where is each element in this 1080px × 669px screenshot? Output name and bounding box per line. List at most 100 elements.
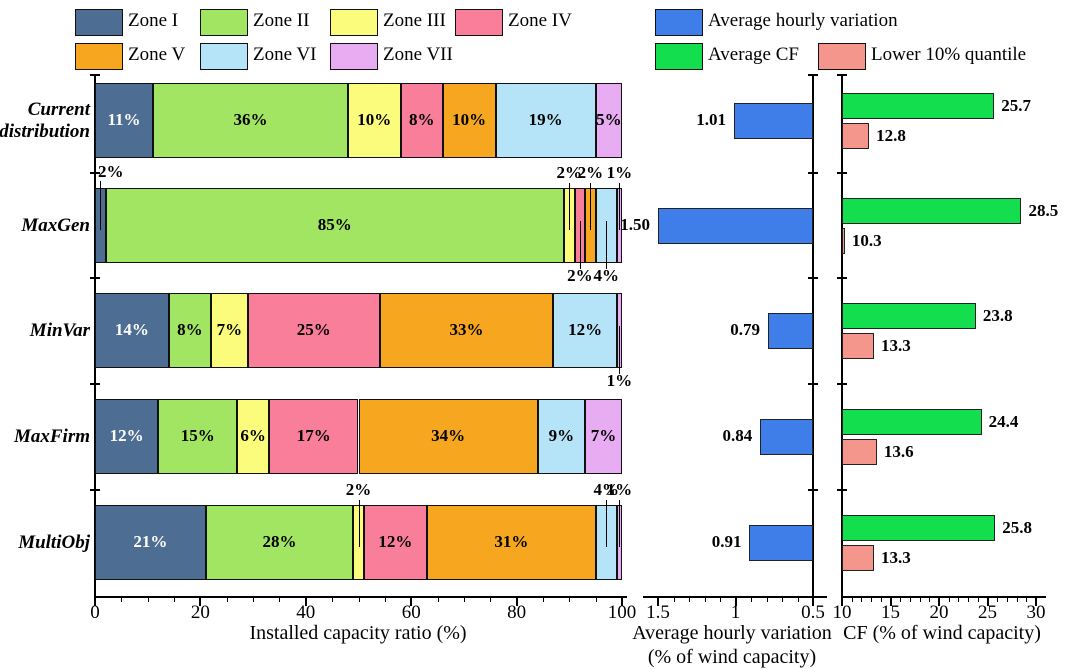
segment-label: 1% bbox=[606, 163, 633, 182]
axis-tick bbox=[837, 172, 847, 174]
segment-label: 34% bbox=[431, 425, 466, 445]
bar-lower10 bbox=[842, 544, 874, 571]
legend-label-zone-1: Zone I bbox=[128, 10, 179, 31]
segment-label: 14% bbox=[114, 319, 149, 339]
stacked-segment-zone-VI bbox=[537, 399, 586, 474]
axis-tick-label: 25 bbox=[978, 602, 997, 623]
axis-tick-minor bbox=[851, 597, 853, 602]
legend-label-metric-3: Lower 10% quantile bbox=[871, 44, 1027, 65]
row-label-5: MultiObj bbox=[18, 531, 90, 553]
axis-tick-major bbox=[938, 597, 940, 606]
segment-label: 8% bbox=[408, 109, 435, 129]
axis-tick bbox=[837, 489, 847, 491]
segment-label: 1% bbox=[606, 371, 633, 390]
segment-label: 7% bbox=[590, 425, 617, 445]
legend-swatch-metric-1 bbox=[655, 9, 703, 36]
axis-tick-minor bbox=[929, 597, 931, 602]
bar-value-hourly-variation: 0.91 bbox=[711, 531, 742, 551]
legend-swatch-zone-1 bbox=[75, 9, 123, 36]
axis-tick-minor bbox=[384, 597, 386, 602]
segment-label: 21% bbox=[133, 531, 168, 551]
axis-tick-label: 60 bbox=[401, 602, 421, 623]
axis-tick-label: 20 bbox=[929, 602, 949, 623]
row-label-2: MaxGen bbox=[21, 214, 90, 236]
axis-tick-minor bbox=[766, 597, 768, 602]
bar-lower10 bbox=[842, 332, 874, 359]
axis-tick-minor bbox=[997, 597, 999, 602]
stacked-segment-zone-V bbox=[358, 399, 538, 474]
axis-tick bbox=[837, 277, 847, 279]
bar-lower10 bbox=[842, 227, 845, 254]
bar-value-lower10: 13.6 bbox=[883, 441, 914, 461]
axis-tick-minor bbox=[595, 597, 597, 602]
axis-tick-minor bbox=[226, 597, 228, 602]
stacked-segment-zone-II bbox=[205, 505, 354, 580]
axis-tick-label: 20 bbox=[190, 602, 210, 623]
axis-tick-minor bbox=[358, 597, 360, 602]
axis-tick-major bbox=[657, 597, 659, 606]
segment-label: 1% bbox=[606, 480, 633, 499]
segment-label: 12% bbox=[568, 319, 603, 339]
axis-tick bbox=[90, 74, 100, 76]
bar-hourly-variation bbox=[658, 207, 813, 244]
axis-tick-minor bbox=[253, 597, 255, 602]
bar-value-lower10: 12.8 bbox=[876, 125, 906, 145]
stacked-segment-zone-II bbox=[168, 293, 211, 368]
legend-swatch-metric-2 bbox=[655, 43, 703, 70]
bar-value-avg-cf: 24.4 bbox=[988, 411, 1019, 431]
axis-tick-label: 0 bbox=[90, 602, 100, 623]
stacked-segment-zone-VII bbox=[616, 293, 622, 368]
axis-tick-minor bbox=[542, 597, 544, 602]
stacked-segment-zone-VI bbox=[495, 83, 596, 158]
stacked-segment-zone-VII bbox=[616, 505, 622, 580]
segment-label: 28% bbox=[262, 531, 297, 551]
bar-lower10 bbox=[842, 438, 877, 465]
bar-avg-cf bbox=[842, 408, 982, 435]
axis-tick-minor bbox=[332, 597, 334, 602]
axis-tick-minor bbox=[900, 597, 902, 602]
segment-label: 31% bbox=[494, 531, 529, 551]
x-axis-title-variation-line2: (% of wind capacity) bbox=[647, 646, 817, 668]
x-axis-title-cf: CF (% of wind capacity) bbox=[843, 622, 1041, 644]
axis-tick-major bbox=[889, 597, 892, 606]
bar-value-hourly-variation: 1.01 bbox=[696, 109, 726, 129]
stacked-segment-zone-V bbox=[379, 293, 554, 368]
leader-line bbox=[619, 326, 621, 374]
stacked-segment-zone-III bbox=[353, 505, 364, 580]
segment-label: 9% bbox=[548, 425, 575, 445]
axis-tick-minor bbox=[569, 597, 571, 602]
stacked-segment-zone-II bbox=[105, 188, 565, 263]
leader-line bbox=[569, 183, 571, 230]
leader-line bbox=[590, 183, 592, 230]
legend-swatch-zone-4 bbox=[455, 9, 503, 36]
stacked-segment-zone-VI bbox=[553, 293, 617, 368]
bar-avg-cf bbox=[842, 514, 996, 541]
axis-tick-minor bbox=[919, 597, 921, 602]
x-axis-cf bbox=[842, 596, 1046, 598]
axis-tick-label: 40 bbox=[296, 602, 316, 623]
legend-label-zone-5: Zone V bbox=[128, 44, 186, 65]
bar-value-lower10: 13.3 bbox=[881, 335, 911, 355]
leader-line bbox=[619, 183, 621, 230]
segment-label: 33% bbox=[449, 319, 484, 339]
bar-value-lower10: 13.3 bbox=[881, 547, 911, 567]
axis-tick-minor bbox=[704, 597, 706, 602]
axis-tick-label: 10 bbox=[832, 602, 852, 623]
stacked-segment-zone-II bbox=[158, 399, 238, 474]
axis-tick-minor bbox=[797, 597, 799, 602]
axis-tick bbox=[837, 383, 847, 385]
stacked-segment-zone-II bbox=[152, 83, 348, 158]
axis-tick bbox=[808, 489, 818, 491]
leader-line bbox=[606, 500, 608, 547]
axis-tick bbox=[808, 277, 818, 279]
legend-swatch-zone-6 bbox=[200, 43, 248, 70]
axis-tick bbox=[837, 74, 847, 76]
axis-tick-minor bbox=[490, 597, 492, 602]
bar-value-hourly-variation: 0.84 bbox=[722, 425, 753, 445]
x-axis-title-capacity: Installed capacity ratio (%) bbox=[249, 622, 467, 644]
axis-tick bbox=[90, 489, 100, 491]
axis-tick bbox=[90, 172, 100, 174]
axis-tick bbox=[808, 172, 818, 174]
legend-label-zone-3: Zone III bbox=[383, 10, 446, 31]
